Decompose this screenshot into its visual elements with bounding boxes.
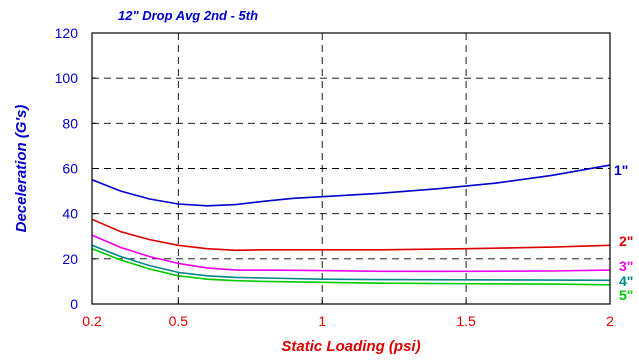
series-labels: 1" 2" 3"4"5" — [614, 162, 633, 303]
y-tick-label: 0 — [70, 296, 78, 312]
y-tick-label: 80 — [62, 115, 78, 131]
x-axis-label: Static Loading (psi) — [281, 338, 420, 355]
y-tick-label: 120 — [55, 25, 79, 41]
x-tick-label: 0.2 — [82, 313, 102, 329]
x-tick-label: 1.5 — [456, 313, 476, 329]
series-lines — [91, 164, 611, 286]
series-line — [91, 164, 611, 207]
grid-lines — [92, 33, 610, 304]
series-label: 1" — [614, 162, 628, 178]
x-tick-label: 0.5 — [169, 313, 189, 329]
y-tick-label: 100 — [55, 70, 79, 86]
series-label: 5" — [619, 287, 633, 303]
series-line — [91, 244, 611, 282]
series-line — [91, 218, 611, 252]
y-tick-label: 20 — [62, 251, 78, 267]
x-axis-ticks: 0.2 0.5 1 1.5 2 — [82, 300, 614, 329]
x-tick-label: 2 — [606, 313, 614, 329]
series-label: 2" — [619, 233, 633, 249]
y-tick-label: 60 — [62, 161, 78, 177]
x-tick-label: 1 — [318, 313, 326, 329]
chart-title: 12" Drop Avg 2nd - 5th — [118, 8, 258, 23]
series-line — [91, 234, 611, 273]
series-line — [91, 247, 611, 286]
y-axis-label: Deceleration (G's) — [13, 105, 30, 233]
series-label: 3" — [619, 258, 633, 274]
y-axis-ticks: 0 20 40 60 80 100 120 — [55, 25, 96, 312]
series-label: 4" — [619, 273, 633, 289]
y-tick-label: 40 — [62, 206, 78, 222]
